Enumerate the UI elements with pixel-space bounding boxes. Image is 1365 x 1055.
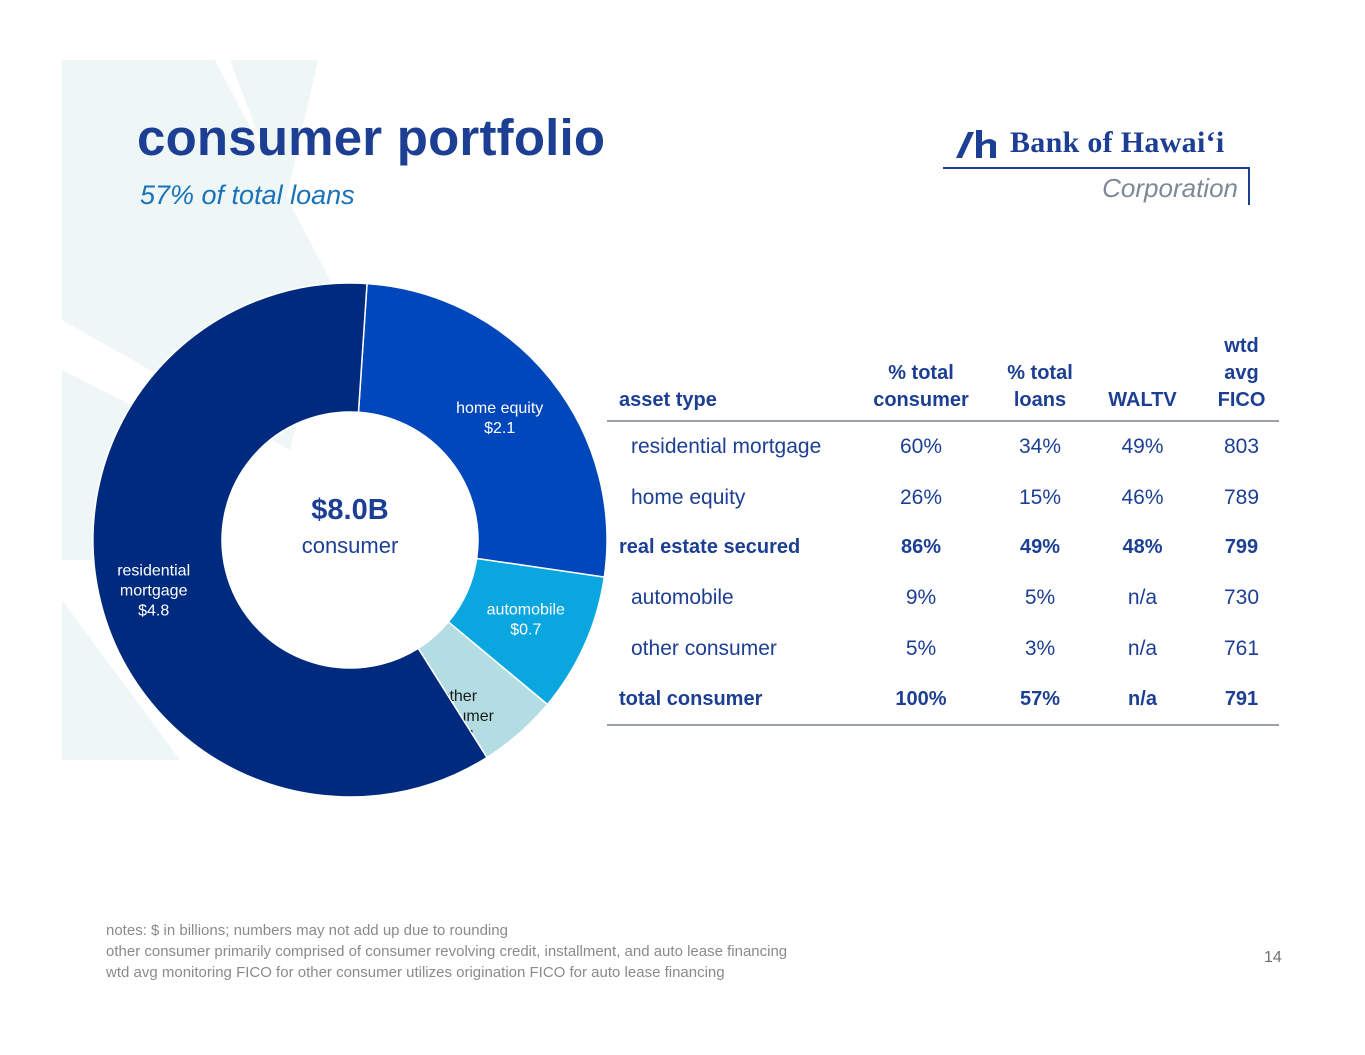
table-cell: 3% — [1024, 636, 1056, 660]
header-wtd-avg-fico: wtd avg FICO — [1204, 333, 1279, 422]
footnote-line: other consumer primarily comprised of co… — [106, 943, 788, 960]
table-cell: 34% — [1018, 435, 1062, 459]
table-cell: 48% — [1122, 536, 1163, 559]
table-cell: 49% — [1019, 536, 1061, 559]
consumer-donut-chart: home equity$2.1automobile$0.7otherconsum… — [92, 282, 608, 798]
table-cell: 57% — [999, 673, 1081, 727]
footnote-line: notes: $ in billions; numbers may not ad… — [106, 922, 508, 939]
header-asset-type: asset type — [607, 333, 843, 422]
table-cell: 761 — [1223, 636, 1260, 660]
slice-home-equity — [357, 282, 608, 578]
page-number: 14 — [1264, 949, 1282, 966]
table-row: other consumer 5% 3% n/a 761 — [607, 624, 1279, 674]
table-cell: 15% — [1018, 485, 1062, 509]
footnotes: notes: $ in billions; numbers may not ad… — [106, 920, 787, 983]
header-pct-total-loans: % total loans — [999, 333, 1081, 422]
watermark-shape — [230, 60, 318, 205]
bank-logo-corporation: Corporation — [1102, 173, 1238, 203]
page-title: consumer portfolio — [137, 109, 606, 166]
table-header-row: asset type % total consumer % total loans … — [607, 333, 1279, 422]
table-cell: 730 — [1223, 586, 1260, 610]
watermark-shape — [62, 600, 180, 760]
table-cell: 791 — [1204, 673, 1279, 727]
table-cell: residential mortgage — [631, 435, 822, 459]
bank-logo: Bank of Hawaiʻi Corporation — [940, 122, 1260, 212]
table-row: automobile 9% 5% n/a 730 — [607, 573, 1279, 623]
table-cell: 5% — [905, 636, 937, 660]
donut-center-label: consumer — [301, 533, 399, 558]
slice-label-home-equity: home equity $2.1 — [456, 400, 543, 437]
table-cell: n/a — [1127, 636, 1158, 660]
logo-divider — [943, 167, 1249, 169]
table-cell: 60% — [899, 435, 943, 459]
page-subtitle: 57% of total loans — [140, 180, 355, 210]
table-cell: 9% — [905, 586, 937, 610]
slice-residential-mortgage — [92, 282, 488, 798]
table-cell: total consumer — [607, 673, 843, 727]
table-row: real estate secured 86% 49% 48% 799 — [607, 523, 1279, 573]
table-cell: 46% — [1121, 485, 1164, 509]
bank-logo-icon — [956, 130, 996, 158]
table-cell: home equity — [631, 485, 746, 509]
table-cell: n/a — [1081, 673, 1204, 727]
table-cell: 26% — [899, 485, 943, 509]
table-cell: 803 — [1223, 435, 1260, 459]
table-cell: 49% — [1121, 435, 1164, 459]
table-cell: 5% — [1024, 586, 1056, 610]
table-cell: 789 — [1223, 485, 1260, 509]
table-cell: automobile — [631, 586, 734, 610]
donut-center-value: $8.0B — [311, 494, 389, 526]
table-cell: 100% — [843, 673, 999, 727]
header-waltv: WALTV — [1081, 333, 1204, 422]
table-row: total consumer 100% 57% n/a 791 — [607, 673, 1279, 727]
table-row: home equity 26% 15% 46% 789 — [607, 472, 1279, 522]
table-cell: real estate secured — [619, 536, 801, 559]
slice-label-automobile: automobile $0.7 — [487, 601, 565, 638]
table-cell: 799 — [1224, 536, 1259, 559]
footnote-line: wtd avg monitoring FICO for other consum… — [106, 964, 725, 981]
table-row: residential mortgage 60% 34% 49% 803 — [607, 421, 1279, 472]
consumer-metrics-table: asset type % total consumer % total loans … — [607, 333, 1279, 727]
bank-logo-name: Bank of Hawaiʻi — [1010, 126, 1225, 159]
table-cell: 86% — [900, 536, 942, 559]
logo-divider-vertical — [1248, 167, 1250, 205]
table-cell: other consumer — [631, 636, 777, 660]
header-pct-total-consumer: % total consumer — [843, 333, 999, 422]
table-cell: n/a — [1127, 586, 1158, 610]
slice-label-residential-mortgage: residential mortgage $4.8 — [117, 563, 190, 620]
